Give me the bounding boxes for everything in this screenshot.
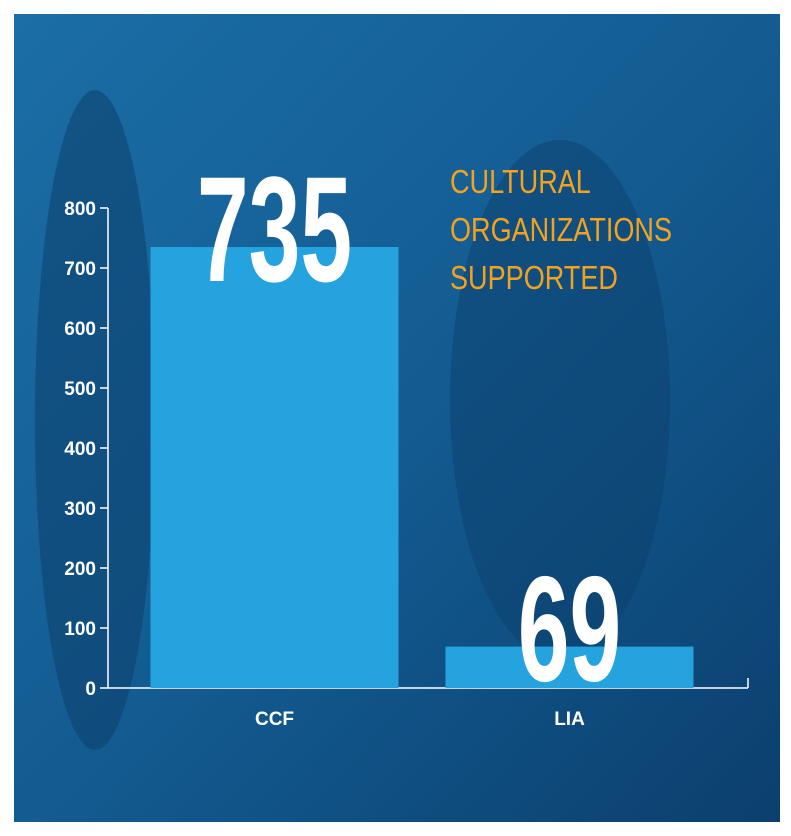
silhouette xyxy=(35,90,155,750)
y-tick-label: 400 xyxy=(64,439,96,460)
y-tick-label: 200 xyxy=(64,559,96,580)
value-label: 69 xyxy=(518,546,621,713)
y-tick-label: 500 xyxy=(64,379,96,400)
x-tick-label: CCF xyxy=(255,709,294,730)
page: 0100200300400500600700800CCF735LIA69 CUL… xyxy=(0,0,791,836)
value-label: 735 xyxy=(197,146,352,313)
value-label-group: 69 xyxy=(518,546,621,713)
y-tick-label: 700 xyxy=(64,259,96,280)
y-tick-label: 600 xyxy=(64,319,96,340)
chart-title: CULTURAL ORGANIZATIONS SUPPORTED xyxy=(450,158,712,302)
chart: 0100200300400500600700800CCF735LIA69 xyxy=(0,0,791,836)
y-tick-label: 800 xyxy=(64,199,96,220)
value-label-group: 735 xyxy=(197,146,352,313)
y-tick-label: 300 xyxy=(64,499,96,520)
y-tick-label: 0 xyxy=(85,679,96,700)
y-tick-label: 100 xyxy=(64,619,96,640)
